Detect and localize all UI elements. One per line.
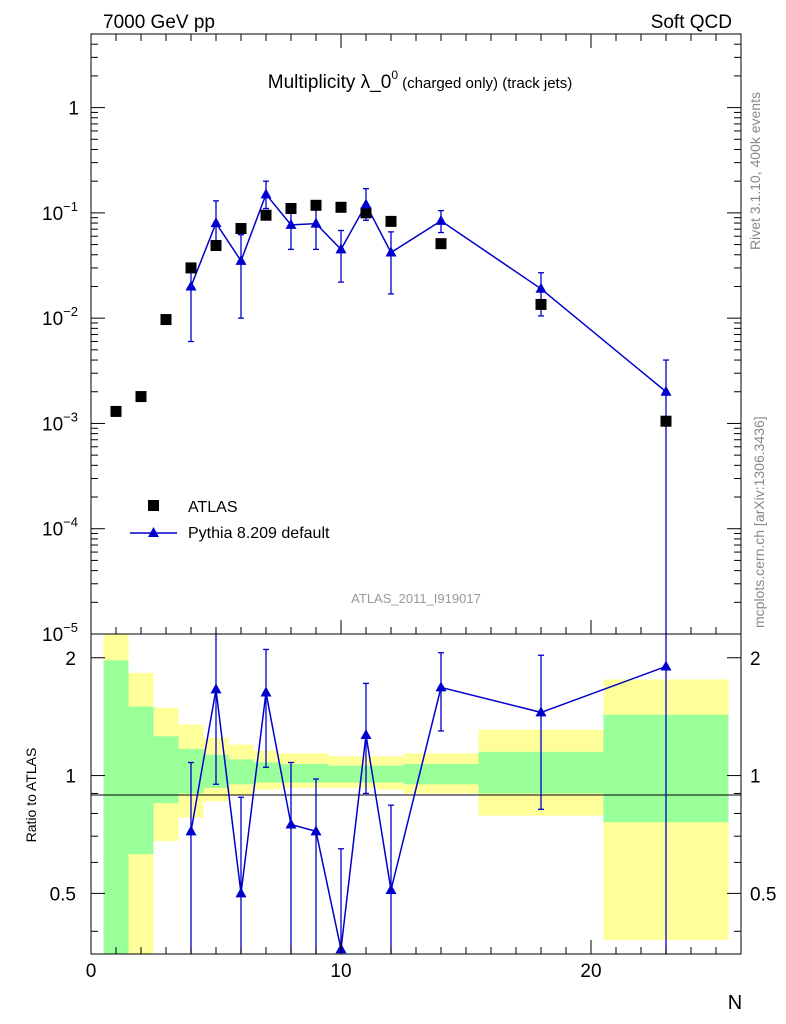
header-left: 7000 GeV pp (103, 12, 215, 33)
ratio-point (285, 818, 297, 829)
ratio-band-inner (403, 764, 479, 785)
ratio-point (435, 681, 447, 692)
ratio-point (360, 728, 372, 739)
atlas-point (360, 207, 372, 219)
atlas-point (660, 415, 672, 427)
pythia-line (190, 192, 667, 393)
x-tick-label: 0 (86, 961, 97, 982)
pythia-point (660, 385, 672, 396)
atlas-point (185, 262, 197, 274)
atlas-point (160, 314, 172, 326)
atlas-point (385, 215, 397, 227)
rivet-label: Rivet 3.1.10, 400k events (747, 92, 763, 250)
header-right: Soft QCD (651, 12, 732, 33)
atlas-point (260, 209, 272, 221)
main-y-tick-label: 10−2 (42, 304, 78, 330)
main-title-sup: 0 (391, 68, 398, 82)
ratio-point (185, 825, 197, 836)
ratio-frame (90, 633, 742, 955)
atlas-point (435, 238, 447, 250)
ratio-band-inner (303, 764, 329, 783)
pythia-point (235, 254, 247, 265)
ratio-point (660, 660, 672, 671)
legend-pythia-label: Pythia 8.209 default (188, 525, 330, 542)
ratio-y-tick-label: 1 (65, 767, 76, 788)
legend-atlas-label: ATLAS (188, 499, 238, 516)
atlas-point (235, 223, 247, 235)
main-y-tick-label: 1 (68, 99, 79, 120)
analysis-watermark: ATLAS_2011_I919017 (351, 591, 481, 606)
ratio-band-inner (253, 762, 279, 783)
ratio-y-tick-label-right: 0.5 (750, 884, 776, 905)
ratio-y-tick-label: 2 (65, 649, 76, 670)
atlas-point (210, 239, 222, 251)
main-frame (90, 33, 742, 635)
atlas-point (110, 405, 122, 417)
pythia-point (535, 282, 547, 293)
ratio-line (190, 665, 667, 950)
ratio-band-inner (228, 759, 254, 785)
pythia-point (185, 280, 197, 291)
pythia-point (210, 217, 222, 228)
atlas-point (135, 391, 147, 403)
ratio-point (535, 706, 547, 717)
ratio-band-inner (378, 765, 404, 783)
ratio-band-inner (103, 660, 129, 954)
ratio-panel: 0.5 0.5 1 1 2 2 Ratio to ATLAS (23, 633, 776, 955)
atlas-point (285, 203, 297, 215)
ratio-point (260, 686, 272, 697)
x-tick-label: 20 (580, 961, 601, 982)
legend-pythia-marker (148, 527, 159, 537)
pythia-point (310, 217, 322, 228)
pythia-point (360, 198, 372, 209)
ratio-point (235, 887, 247, 898)
ratio-y-tick-label-right: 2 (750, 649, 761, 670)
ratio-band-inner (128, 706, 154, 855)
pythia-point (435, 214, 447, 225)
main-y-tick-label: 10−3 (42, 409, 78, 435)
atlas-point (310, 199, 322, 211)
atlas-point (535, 298, 547, 310)
main-y-tick-label: 10−4 (42, 515, 78, 541)
main-panel: 1 10−1 10−2 10−3 10−4 10−5 Multiplicity λ_00 … (42, 33, 742, 646)
legend: ATLAS Pythia 8.209 default (130, 499, 330, 542)
x-tick-label: 10 (330, 961, 351, 982)
ratio-point (310, 825, 322, 836)
ratio-ylabel: Ratio to ATLAS (23, 748, 39, 843)
atlas-point (335, 201, 347, 213)
main-title: Multiplicity λ_00 (charged only) (track … (268, 68, 572, 93)
ratio-point (385, 884, 397, 895)
pythia-point (260, 188, 272, 199)
main-title-tail: (charged only) (track jets) (398, 75, 572, 92)
ratio-y-tick-label-right: 1 (750, 767, 761, 788)
mcplots-label: mcplots.cern.ch [arXiv:1306.3436] (751, 416, 767, 628)
ratio-point (210, 683, 222, 694)
ratio-y-tick-label: 0.5 (50, 884, 76, 905)
pythia-point (285, 218, 297, 229)
pythia-point (335, 243, 347, 254)
ratio-band-inner (328, 765, 354, 783)
ratio-band-inner (153, 736, 179, 804)
pythia-point (385, 246, 397, 257)
main-y-tick-label: 10−5 (42, 620, 78, 646)
legend-atlas-marker (148, 500, 159, 511)
main-y-tick-label: 10−1 (42, 199, 78, 225)
x-axis-label: N (728, 992, 742, 1014)
